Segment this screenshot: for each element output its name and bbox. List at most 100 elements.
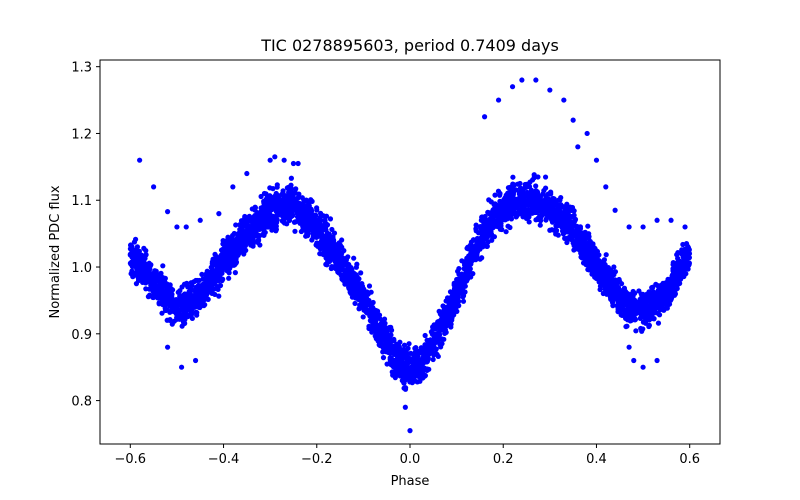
data-point — [141, 245, 147, 251]
data-point — [314, 224, 321, 230]
data-point — [137, 157, 143, 163]
data-point — [513, 214, 519, 220]
data-point — [325, 247, 331, 254]
data-point — [516, 196, 522, 202]
data-point — [169, 321, 175, 327]
data-point — [368, 318, 374, 324]
data-point — [484, 234, 491, 240]
data-point — [464, 261, 470, 267]
data-point — [280, 193, 286, 199]
data-point — [544, 201, 550, 208]
data-point — [134, 244, 141, 250]
data-point — [127, 260, 134, 266]
x-axis: −0.6 −0.4 −0.2 0.0 0.2 0.4 0.6 — [115, 444, 700, 467]
data-point — [420, 361, 426, 367]
data-point — [586, 236, 592, 242]
data-point — [288, 202, 294, 208]
data-point — [473, 222, 479, 228]
data-point — [324, 262, 330, 268]
data-point — [302, 198, 309, 204]
data-point — [295, 160, 301, 167]
data-point — [644, 294, 650, 300]
data-point — [628, 309, 634, 315]
data-point — [451, 285, 458, 292]
data-point — [564, 239, 570, 246]
data-point — [441, 320, 447, 326]
data-point — [580, 230, 586, 236]
data-point — [273, 194, 279, 200]
data-point — [401, 342, 408, 348]
data-point — [393, 364, 399, 371]
data-point — [151, 184, 157, 190]
data-point — [576, 233, 582, 239]
data-point — [192, 286, 199, 292]
data-point — [629, 302, 635, 308]
data-point — [604, 291, 610, 297]
data-point — [254, 210, 260, 216]
data-point — [141, 271, 147, 277]
data-point — [293, 206, 299, 212]
data-point — [430, 356, 436, 363]
data-point — [604, 270, 610, 276]
data-point — [305, 202, 311, 209]
data-point — [595, 262, 601, 268]
data-point — [480, 241, 487, 247]
data-point — [226, 275, 232, 281]
data-point — [427, 347, 433, 353]
x-tick-label: 0.4 — [586, 452, 607, 467]
data-point — [296, 191, 302, 197]
data-point — [227, 257, 233, 264]
data-point — [575, 144, 581, 150]
data-point — [304, 229, 311, 235]
data-point — [225, 234, 231, 240]
data-point — [493, 223, 499, 229]
data-point — [317, 210, 324, 216]
data-point — [605, 265, 611, 272]
data-point — [650, 284, 656, 290]
data-point — [596, 252, 602, 258]
data-point — [552, 201, 558, 207]
data-point — [204, 277, 210, 283]
data-point — [536, 216, 542, 222]
data-point — [177, 288, 183, 294]
data-point — [229, 235, 235, 241]
data-point — [192, 357, 199, 364]
data-point — [655, 320, 662, 326]
data-point — [406, 355, 412, 361]
data-point — [202, 290, 208, 297]
data-point — [183, 224, 189, 230]
data-point — [233, 257, 239, 263]
data-point — [261, 230, 267, 236]
data-point — [220, 241, 226, 247]
data-point — [370, 299, 376, 306]
data-point — [601, 259, 607, 265]
data-point — [447, 316, 453, 322]
data-point — [392, 375, 398, 381]
data-point — [617, 279, 623, 285]
data-point — [156, 283, 162, 289]
data-point — [664, 297, 670, 303]
data-point — [178, 364, 185, 370]
data-point — [337, 264, 343, 270]
data-point — [407, 428, 413, 434]
data-point — [506, 190, 512, 196]
data-point — [428, 341, 434, 347]
data-point — [187, 285, 194, 292]
data-point — [487, 210, 493, 216]
data-point — [406, 375, 412, 381]
data-point — [441, 308, 447, 314]
x-tick-label: 0.0 — [400, 452, 421, 467]
data-point — [474, 242, 480, 248]
data-point — [386, 345, 392, 351]
data-point — [669, 294, 675, 300]
data-point — [533, 77, 539, 83]
data-point — [178, 294, 184, 301]
data-point — [516, 191, 522, 197]
x-tick-label: −0.6 — [115, 452, 147, 467]
data-point — [396, 359, 402, 365]
data-point — [650, 304, 657, 310]
data-point — [195, 304, 201, 310]
data-point — [457, 286, 463, 292]
data-point — [473, 228, 479, 234]
